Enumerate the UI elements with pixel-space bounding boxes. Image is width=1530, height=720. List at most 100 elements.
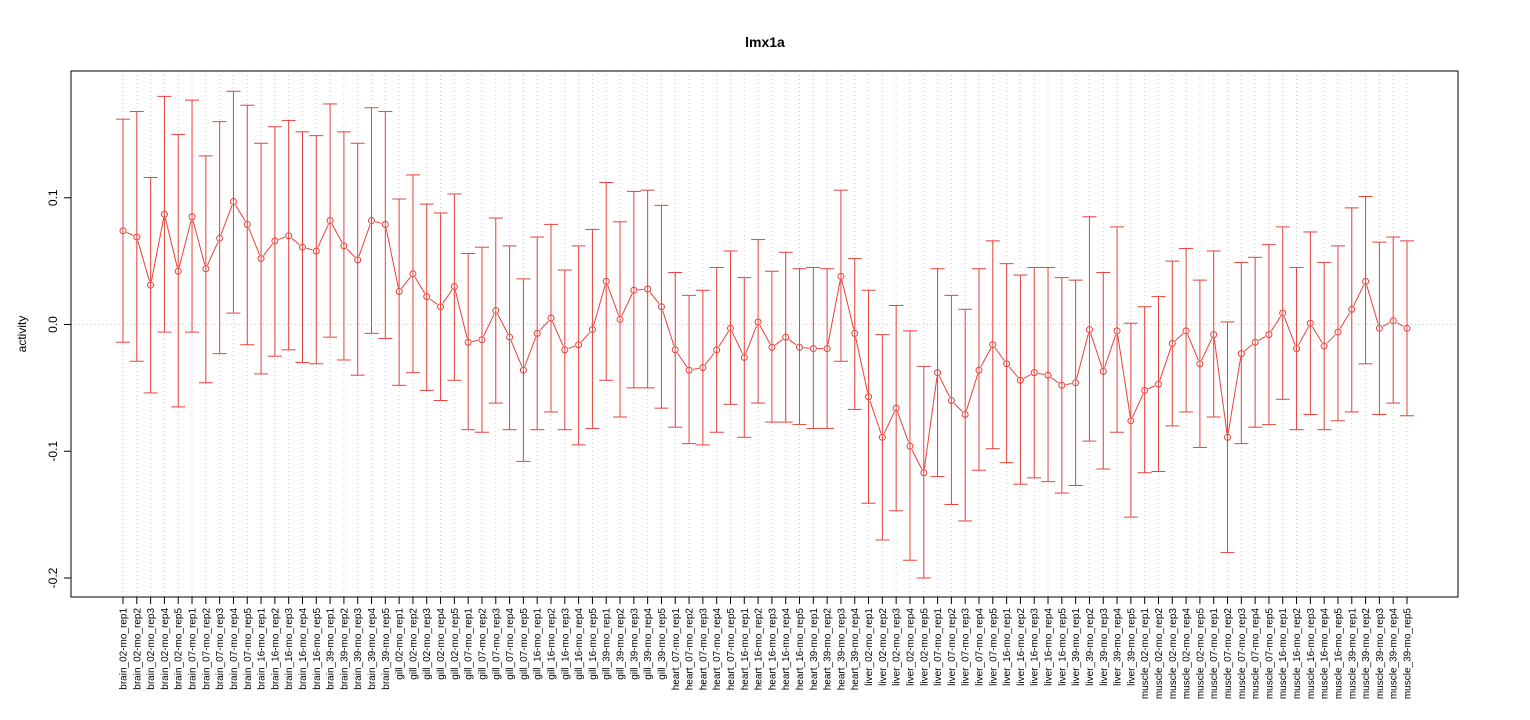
series-line-segment: [568, 345, 576, 349]
error-bar: [806, 266, 821, 429]
series-line-segment: [331, 223, 343, 243]
data-point: [588, 326, 596, 334]
x-tick-label: heart_07-mo_rep3: [698, 608, 709, 691]
x-tick-label: heart_39-mo_rep2: [823, 608, 834, 691]
series-line-segment: [497, 313, 509, 334]
data-point: [478, 336, 486, 344]
x-tick-label: brain_02-mo_rep4: [160, 608, 171, 690]
data-point: [837, 272, 845, 280]
x-tick-label: heart_16-mo_rep5: [795, 608, 806, 691]
x-tick-label: gill_02-mo_rep5: [450, 608, 461, 680]
error-bar: [626, 190, 641, 389]
error-bar: [1054, 277, 1069, 494]
series-line-segment: [192, 220, 206, 265]
data-point: [1168, 340, 1176, 348]
series-line-segment: [965, 373, 979, 411]
error-bar: [350, 142, 365, 376]
data-point: [202, 265, 210, 273]
data-point: [1099, 367, 1107, 375]
x-tick-label: gill_39-mo_rep4: [643, 608, 654, 680]
series-line-segment: [220, 205, 233, 235]
error-bar: [171, 133, 186, 408]
series-line-segment: [207, 241, 219, 266]
x-tick-label: muscle_02-mo_rep4: [1182, 608, 1193, 700]
x-tick-label: muscle_07-mo_rep3: [1237, 608, 1248, 700]
x-tick-label: heart_07-mo_rep4: [712, 608, 723, 691]
series-line-segment: [745, 325, 758, 354]
series-layer: [116, 90, 1414, 579]
x-tick-label: liver_02-mo_rep1: [864, 608, 875, 686]
x-tick-label: liver_39-mo_rep3: [1099, 608, 1110, 686]
x-tick-label: gill_16-mo_rep3: [560, 608, 571, 680]
x-tick-label: liver_39-mo_rep4: [1113, 608, 1124, 686]
error-bar: [999, 263, 1014, 464]
series-line-segment: [1382, 322, 1390, 327]
x-tick-label: gill_39-mo_rep2: [616, 608, 627, 680]
series-line-segment: [759, 325, 771, 345]
data-point: [133, 233, 141, 241]
error-bar: [1123, 322, 1138, 518]
data-point: [1348, 305, 1356, 313]
error-bar: [295, 131, 310, 364]
x-tick-label: brain_07-mo_rep1: [188, 608, 199, 690]
data-point: [878, 433, 886, 441]
x-tick-label: muscle_39-mo_rep1: [1347, 608, 1358, 700]
data-point: [285, 232, 293, 240]
series-line-segment: [178, 220, 192, 268]
error-bar: [764, 270, 779, 423]
series-line-segment: [1213, 338, 1228, 434]
data-point: [989, 341, 997, 349]
x-tick-label: brain_16-mo_rep1: [257, 608, 268, 690]
series-line-segment: [483, 313, 495, 337]
error-bar: [323, 103, 338, 338]
data-point: [561, 346, 569, 354]
error-bar: [723, 250, 738, 405]
data-point: [796, 343, 804, 351]
data-point: [298, 243, 306, 251]
x-tick-label: liver_16-mo_rep5: [1057, 608, 1068, 686]
data-point: [1196, 360, 1204, 368]
series-line-segment: [1311, 326, 1323, 343]
series-line-segment: [1227, 357, 1242, 434]
data-point: [726, 324, 734, 332]
data-point: [754, 318, 762, 326]
x-tick-label: gill_07-mo_rep3: [491, 608, 502, 680]
error-bar: [1206, 250, 1221, 418]
error-bar: [1234, 261, 1249, 445]
series-line-segment: [137, 240, 150, 282]
x-tick-label: liver_02-mo_rep2: [878, 608, 889, 686]
data-point: [1044, 371, 1052, 379]
data-point: [616, 315, 624, 323]
error-bar: [833, 189, 848, 362]
error-bar: [585, 228, 600, 429]
series-line-segment: [692, 367, 700, 370]
data-point: [1113, 327, 1121, 335]
x-tick-label: brain_39-mo_rep1: [326, 608, 337, 690]
error-bar: [944, 294, 959, 505]
data-point: [1030, 369, 1038, 377]
data-point: [1072, 379, 1080, 387]
error-bar: [419, 203, 434, 391]
plot-frame: [70, 70, 1459, 598]
data-point: [271, 237, 279, 245]
data-point: [147, 281, 155, 289]
series-line-segment: [552, 321, 564, 347]
error-bar: [281, 119, 296, 351]
error-bar: [461, 253, 476, 431]
y-tick-label: -0.2: [46, 567, 60, 588]
error-bar: [447, 193, 462, 381]
error-bar: [364, 107, 379, 334]
series-line-segment: [731, 331, 744, 355]
series-line-segment: [953, 403, 963, 412]
error-bar: [751, 239, 766, 404]
data-point: [644, 285, 652, 293]
x-tick-label: gill_39-mo_rep1: [602, 608, 613, 680]
data-point: [1320, 342, 1328, 350]
series-line-segment: [841, 280, 855, 330]
data-point: [395, 288, 403, 296]
x-tick-label: gill_39-mo_rep3: [629, 608, 640, 680]
error-bar: [1027, 266, 1042, 479]
x-tick-label: gill_07-mo_rep2: [477, 608, 488, 680]
series-line-segment: [883, 411, 895, 434]
x-tick-label: muscle_02-mo_rep2: [1154, 608, 1165, 700]
